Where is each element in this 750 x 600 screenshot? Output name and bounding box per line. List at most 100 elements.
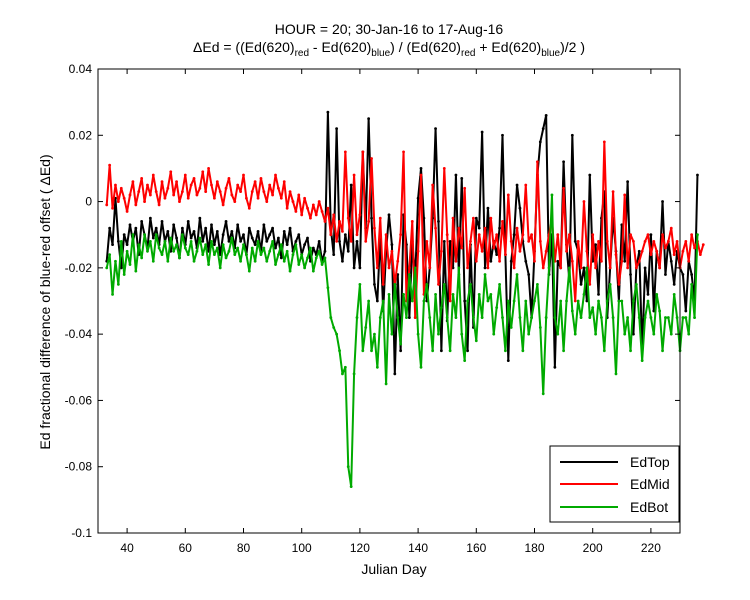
data-point <box>696 233 699 237</box>
data-point <box>335 127 339 131</box>
data-point <box>140 176 144 180</box>
data-point <box>236 223 240 227</box>
y-tick-label: -0.02 <box>65 261 93 275</box>
data-point <box>637 316 641 319</box>
data-point <box>375 299 379 303</box>
data-point <box>405 316 408 319</box>
data-point <box>288 269 292 273</box>
data-point <box>666 316 670 319</box>
data-point <box>309 216 312 220</box>
data-point <box>288 226 292 230</box>
data-point <box>311 246 315 250</box>
data-point <box>658 266 662 270</box>
data-point <box>416 249 420 253</box>
data-point <box>594 332 598 336</box>
data-point <box>355 233 359 237</box>
data-point <box>338 349 341 353</box>
data-point <box>690 283 694 286</box>
data-point <box>524 299 528 303</box>
data-point <box>114 259 117 263</box>
data-point <box>573 239 577 243</box>
data-point <box>562 186 565 190</box>
data-point <box>474 339 478 343</box>
data-point <box>166 186 170 190</box>
data-point <box>108 163 112 167</box>
data-point <box>343 365 347 369</box>
data-point <box>221 243 225 247</box>
data-point <box>506 359 510 363</box>
data-point <box>474 259 478 263</box>
data-point <box>629 273 632 276</box>
data-point <box>300 213 304 217</box>
data-point <box>413 316 417 319</box>
data-point <box>664 246 667 250</box>
data-point <box>469 239 472 243</box>
data-point <box>317 239 321 243</box>
data-point <box>122 196 126 200</box>
data-point <box>565 299 568 303</box>
data-point <box>358 266 362 270</box>
data-point <box>675 239 679 243</box>
data-point <box>582 266 586 270</box>
data-point <box>492 246 496 250</box>
x-tick-label: 160 <box>466 541 486 555</box>
data-point <box>521 349 525 353</box>
data-point <box>512 233 516 237</box>
data-point <box>381 283 385 286</box>
data-point <box>175 180 178 184</box>
data-point <box>538 140 542 144</box>
data-point <box>399 349 403 353</box>
data-point <box>463 359 467 363</box>
data-point <box>448 299 452 303</box>
data-point <box>116 200 120 203</box>
x-tick-label: 180 <box>524 541 544 555</box>
data-point <box>213 196 216 200</box>
data-point <box>591 233 595 237</box>
data-point <box>111 206 114 210</box>
data-point <box>192 259 196 263</box>
data-point <box>122 273 126 276</box>
data-point <box>457 266 461 270</box>
data-point <box>227 239 231 243</box>
data-point <box>693 316 696 319</box>
data-point <box>151 236 155 240</box>
data-point <box>125 210 129 213</box>
data-point <box>559 299 563 303</box>
data-point <box>495 253 499 256</box>
data-point <box>160 253 164 256</box>
data-point <box>533 259 536 263</box>
data-point <box>343 233 347 237</box>
data-point <box>504 253 507 256</box>
data-point <box>151 173 155 177</box>
data-point <box>431 349 435 353</box>
data-point <box>390 332 394 336</box>
data-point <box>466 299 469 303</box>
data-point <box>565 249 568 253</box>
data-point <box>643 239 647 243</box>
data-point <box>463 299 467 303</box>
data-point <box>527 239 531 243</box>
data-point <box>247 226 251 230</box>
data-point <box>134 269 138 273</box>
data-point <box>338 239 341 243</box>
data-point <box>620 259 624 263</box>
data-point <box>393 372 397 376</box>
data-point <box>381 299 385 303</box>
data-point <box>466 349 469 353</box>
data-point <box>585 266 589 270</box>
data-point <box>361 349 365 353</box>
data-point <box>186 253 190 256</box>
data-point <box>538 239 542 243</box>
data-point <box>364 239 368 243</box>
data-point <box>387 266 391 270</box>
data-point <box>451 216 455 220</box>
data-point <box>547 266 551 270</box>
data-point <box>556 233 560 237</box>
x-tick-label: 120 <box>350 541 370 555</box>
data-point <box>681 316 685 319</box>
data-point <box>684 239 688 243</box>
data-point <box>361 150 365 154</box>
data-point <box>582 200 586 203</box>
data-point <box>224 256 228 260</box>
series-layer <box>105 110 705 488</box>
